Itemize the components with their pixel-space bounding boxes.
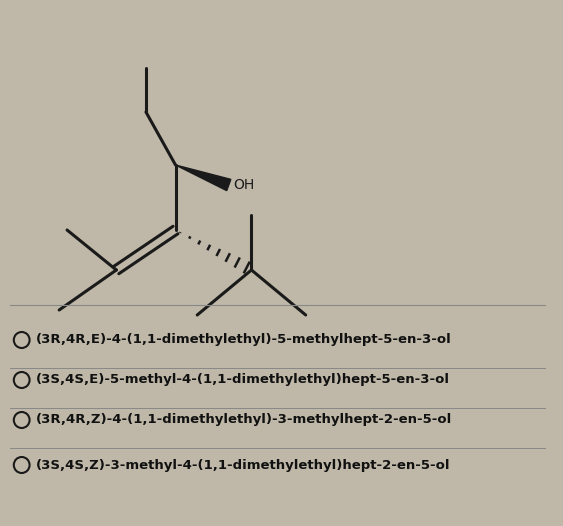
- Text: (3S,4S,Z)-3-methyl-4-(1,1-dimethylethyl)hept-2-en-5-ol: (3S,4S,Z)-3-methyl-4-(1,1-dimethylethyl)…: [35, 459, 450, 471]
- Text: (3S,4S,E)-5-methyl-4-(1,1-dimethylethyl)hept-5-en-3-ol: (3S,4S,E)-5-methyl-4-(1,1-dimethylethyl)…: [35, 373, 449, 387]
- Text: (3R,4R,Z)-4-(1,1-dimethylethyl)-3-methylhept-2-en-5-ol: (3R,4R,Z)-4-(1,1-dimethylethyl)-3-methyl…: [35, 413, 452, 427]
- Text: OH: OH: [234, 178, 255, 192]
- Polygon shape: [176, 165, 231, 190]
- Text: (3R,4R,E)-4-(1,1-dimethylethyl)-5-methylhept-5-en-3-ol: (3R,4R,E)-4-(1,1-dimethylethyl)-5-methyl…: [35, 333, 452, 347]
